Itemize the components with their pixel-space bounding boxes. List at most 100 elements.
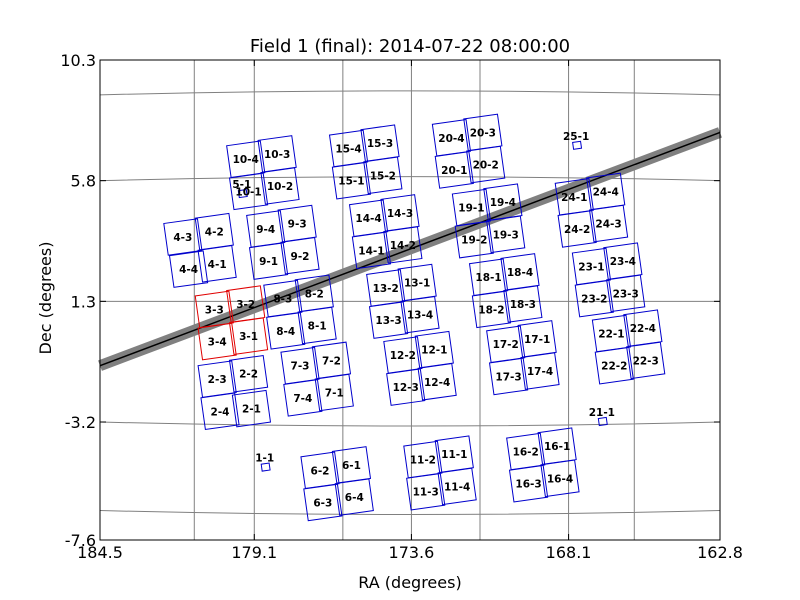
ccd-label: 8-3 bbox=[273, 294, 292, 306]
ccd-label: 12-3 bbox=[393, 382, 419, 394]
ccd-label: 23-4 bbox=[610, 256, 636, 268]
ccd-12-4: 12-4 bbox=[417, 363, 457, 401]
ccd-box bbox=[351, 231, 392, 270]
ccd-box bbox=[303, 483, 343, 522]
ccd-5-1: 5-1 bbox=[232, 179, 251, 199]
ccd-box bbox=[200, 392, 240, 431]
ccd-box bbox=[417, 363, 457, 401]
ccd-2-4: 2-4 bbox=[200, 392, 240, 431]
ccd-label: 20-3 bbox=[470, 127, 496, 139]
ccd-label: 2-4 bbox=[211, 406, 230, 418]
ccd-label: 22-4 bbox=[630, 323, 656, 335]
grid-line-dec bbox=[99, 421, 721, 427]
ccd-19-3: 19-3 bbox=[486, 215, 526, 254]
ccd-label: 20-4 bbox=[438, 133, 464, 145]
ccd-label: 11-4 bbox=[444, 481, 470, 493]
ccd-box bbox=[520, 352, 560, 390]
ccd-label: 10-1 bbox=[235, 186, 261, 198]
ccd-footprints: 1-1 5-1 21-1 25-1 2-3 2-2 2-4 2-1 3-3 3-2 3-4 3-1 4-… bbox=[163, 113, 666, 522]
ccd-4-3: 4-3 bbox=[163, 218, 203, 256]
ccd-label: 12-1 bbox=[421, 345, 447, 357]
ccd-label: 13-2 bbox=[373, 283, 399, 295]
ccd-label: 24-2 bbox=[564, 224, 590, 236]
grid-line-dec bbox=[99, 510, 721, 515]
chart-title: Field 1 (final): 2014-07-22 08:00:00 bbox=[250, 36, 570, 57]
ccd-15-1: 15-1 bbox=[331, 161, 372, 200]
x-tick-label: 173.6 bbox=[389, 543, 435, 562]
ccd-20-1: 20-1 bbox=[434, 151, 474, 189]
ccd-15-2: 15-2 bbox=[363, 156, 403, 195]
ccd-label: 12-2 bbox=[390, 350, 416, 362]
ccd-label: 6-4 bbox=[345, 492, 364, 504]
ccd-label: 6-1 bbox=[342, 460, 361, 472]
ccd-box bbox=[283, 379, 323, 417]
ccd-label: 9-3 bbox=[288, 219, 307, 231]
ccd-box bbox=[331, 161, 372, 200]
ccd-label: 3-2 bbox=[236, 299, 255, 311]
ccd-label: 17-3 bbox=[495, 371, 521, 383]
ccd-label: 7-2 bbox=[322, 355, 341, 367]
ccd-6-3: 6-3 bbox=[303, 483, 343, 522]
ccd-box bbox=[266, 312, 306, 350]
ccd-label: 4-1 bbox=[208, 259, 227, 271]
ccd-label: 1-1 bbox=[255, 453, 274, 465]
ccd-label: 10-3 bbox=[264, 149, 290, 161]
ccd-label: 20-1 bbox=[441, 165, 467, 177]
ccd-7-1: 7-1 bbox=[314, 373, 354, 412]
ccd-10-2: 10-2 bbox=[260, 167, 300, 205]
ccd-label: 11-3 bbox=[413, 487, 439, 499]
ccd-7-4: 7-4 bbox=[283, 379, 323, 417]
y-tick-label: -7.6 bbox=[65, 531, 96, 550]
ccd-label: 17-1 bbox=[524, 334, 550, 346]
ccd-label: 13-3 bbox=[375, 315, 401, 327]
ccd-22-3: 22-3 bbox=[626, 341, 666, 380]
ccd-box-small bbox=[237, 188, 248, 199]
ccd-box bbox=[503, 285, 543, 323]
x-axis-label: RA (degrees) bbox=[358, 573, 461, 592]
ccd-25-1: 25-1 bbox=[563, 131, 589, 150]
ccd-14-2: 14-2 bbox=[383, 226, 423, 264]
ccd-box bbox=[334, 478, 374, 516]
ccd-label: 24-1 bbox=[561, 192, 587, 204]
ccd-label: 8-2 bbox=[305, 288, 324, 300]
y-tick-label: 5.8 bbox=[71, 172, 96, 191]
ccd-label: 14-1 bbox=[358, 245, 384, 257]
ccd-label: 25-1 bbox=[563, 131, 589, 143]
ccd-label: 15-4 bbox=[335, 143, 361, 155]
x-tick-label: 184.5 bbox=[77, 543, 123, 562]
ccd-10-1: 10-1 bbox=[228, 172, 269, 211]
ccd-3-4: 3-4 bbox=[197, 322, 237, 361]
ccd-19-2: 19-2 bbox=[454, 220, 494, 259]
ccd-label: 2-2 bbox=[239, 369, 258, 381]
ccd-label: 16-3 bbox=[515, 479, 541, 491]
ccd-box bbox=[197, 245, 237, 283]
ccd-17-3: 17-3 bbox=[488, 357, 529, 396]
ccd-box-small bbox=[260, 462, 271, 472]
ccd-label: 23-3 bbox=[613, 288, 639, 300]
y-tick-label: 10.3 bbox=[60, 51, 96, 70]
ccd-label: 19-2 bbox=[461, 235, 487, 247]
ccd-23-2: 23-2 bbox=[574, 279, 614, 318]
grid-line-dec bbox=[99, 90, 721, 96]
ccd-label: 23-2 bbox=[581, 294, 607, 306]
ccd-18-2: 18-2 bbox=[471, 290, 512, 329]
ccd-12-3: 12-3 bbox=[386, 368, 426, 406]
plot-frame bbox=[99, 59, 721, 541]
ccd-box bbox=[197, 322, 237, 361]
ccd-box bbox=[454, 220, 494, 259]
ccd-label: 2-3 bbox=[208, 374, 227, 386]
grid-lines bbox=[99, 60, 721, 540]
ccd-9-1: 9-1 bbox=[248, 242, 289, 280]
ccd-box-small bbox=[572, 140, 583, 150]
ccd-label: 14-3 bbox=[387, 208, 413, 220]
ccd-box bbox=[400, 295, 440, 334]
ccd-label: 3-1 bbox=[239, 331, 258, 343]
grid-line-dec bbox=[99, 176, 721, 182]
ccd-label: 16-4 bbox=[547, 473, 573, 485]
ccd-24-2: 24-2 bbox=[557, 210, 597, 248]
ccd-label: 2-1 bbox=[242, 404, 261, 416]
ccd-box bbox=[406, 472, 446, 511]
ccd-label: 21-1 bbox=[589, 407, 615, 419]
ccd-14-1: 14-1 bbox=[351, 231, 392, 270]
